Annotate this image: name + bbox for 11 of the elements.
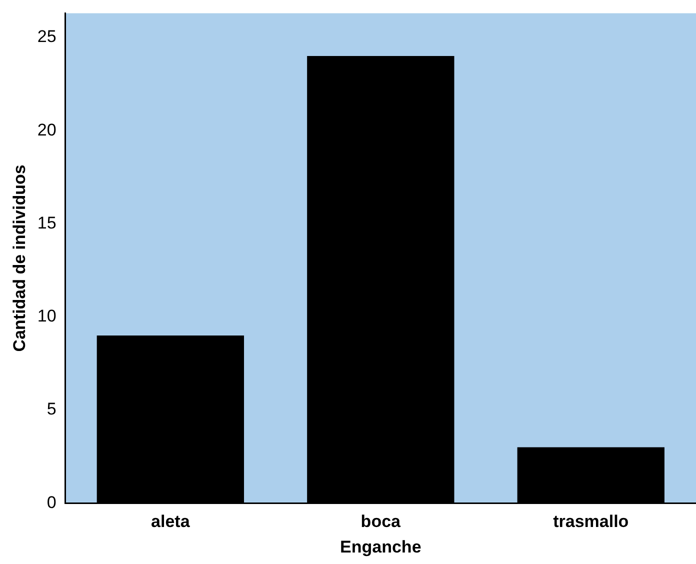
x-tick-label: trasmallo (553, 512, 629, 532)
y-tick-label: 20 (37, 120, 56, 140)
x-tick-label: boca (360, 512, 402, 532)
x-tick-label: aleta (151, 512, 190, 532)
y-tick-label: 10 (37, 306, 56, 326)
y-tick-label: 25 (37, 27, 56, 46)
y-tick-label: 15 (37, 213, 56, 232)
y-tick-label: 0 (46, 492, 56, 512)
y-tick-label: 5 (46, 400, 56, 419)
y-axis-title: Cantidad de individuos (10, 164, 29, 352)
x-axis-title: Enganche (340, 537, 422, 556)
